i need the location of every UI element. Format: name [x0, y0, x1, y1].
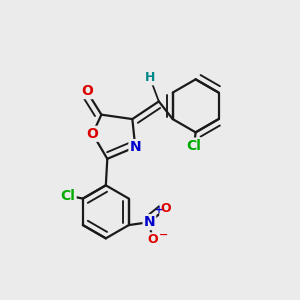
Text: O: O: [87, 127, 98, 141]
Text: H: H: [145, 71, 155, 84]
Text: O: O: [160, 202, 171, 215]
Text: +: +: [155, 205, 163, 215]
Text: Cl: Cl: [187, 139, 202, 153]
Text: Cl: Cl: [61, 189, 76, 202]
Text: O: O: [147, 233, 158, 246]
Text: O: O: [81, 84, 93, 98]
Text: N: N: [144, 215, 155, 229]
Text: −: −: [159, 230, 168, 240]
Text: N: N: [130, 140, 141, 154]
